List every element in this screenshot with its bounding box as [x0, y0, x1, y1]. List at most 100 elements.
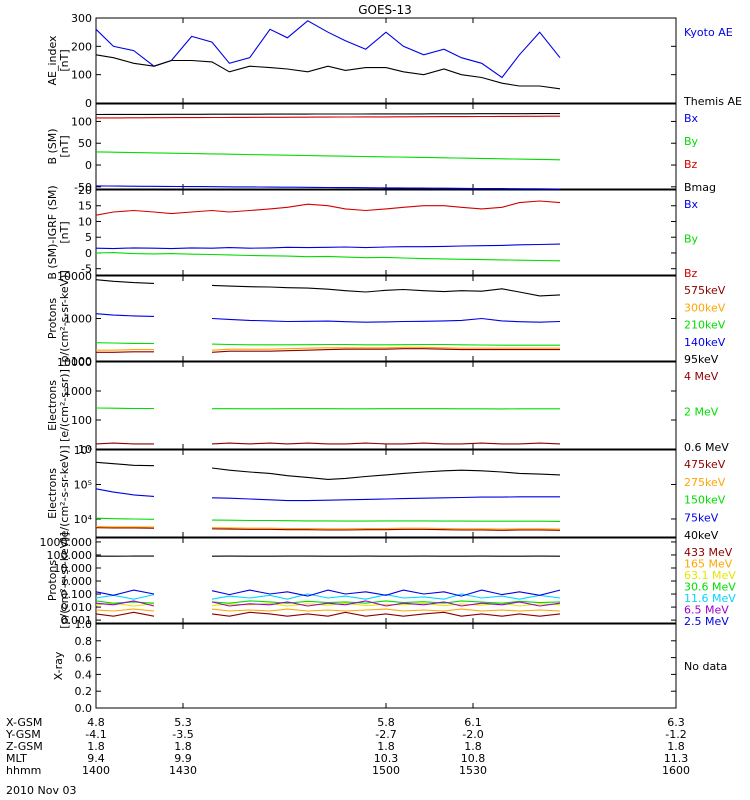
orbit-row-value: 1.8 [377, 740, 395, 753]
y-tick-label: 1000.000 [40, 536, 93, 549]
panel-frame [95, 189, 677, 276]
legend-label: By [684, 233, 699, 246]
series-line-bigrf-2 [95, 200, 561, 216]
series-line-electrons1-0 [95, 442, 154, 445]
series-line-hiprotons-4 [211, 593, 561, 600]
orbit-row-value: 1430 [169, 764, 197, 777]
series-line-hiprotons-6 [95, 589, 155, 596]
legend-label: 2.5 MeV [684, 615, 729, 628]
series-line-hiprotons-1 [211, 608, 561, 612]
series-line-electrons2-3 [211, 496, 560, 502]
y-tick-label: 10000 [57, 356, 92, 369]
y-tick-label: 10 [78, 443, 92, 456]
series-line-bigrf-0 [95, 243, 561, 250]
y-tick-label: 100 [71, 414, 92, 427]
legend-label: Bz [684, 267, 698, 280]
y-tick-label: -5 [81, 263, 92, 276]
panel-hiprotons: 0.0010.0100.1001.00010.000100.0001000.00… [40, 532, 737, 629]
orbit-row-value: 1500 [372, 764, 400, 777]
y-tick-label: 100 [71, 115, 92, 128]
legend-label: 165 MeV [684, 558, 733, 571]
series-line-ae-1 [95, 54, 561, 90]
legend-label: 0.6 MeV [684, 441, 729, 454]
legend-label: 140keV [684, 336, 726, 349]
y-tick-label: 0 [85, 97, 92, 110]
series-line-electrons2-0 [95, 527, 155, 529]
series-line-electrons2-1 [211, 527, 561, 530]
y-tick-label: 10.000 [54, 562, 93, 575]
orbit-row-value: 9.9 [174, 752, 192, 765]
legend-label: Bx [684, 198, 699, 211]
legend-label: 75keV [684, 511, 719, 524]
legend-label: 150keV [684, 494, 726, 507]
series-line-bsm-1 [95, 151, 561, 161]
legend-label: 300keV [684, 301, 726, 314]
orbit-row-value: 5.8 [377, 716, 395, 729]
series-line-hiprotons-0 [211, 611, 561, 617]
orbit-row-value: 1.8 [87, 740, 105, 753]
orbit-row-value: 1.8 [174, 740, 192, 753]
orbit-row-value: 9.4 [87, 752, 105, 765]
y-tick-label: 0.001 [61, 614, 93, 627]
orbit-row-value: 1530 [459, 764, 487, 777]
orbit-row-value: 5.3 [174, 716, 192, 729]
y-tick-label: 0.8 [75, 635, 93, 648]
legend-label: 95keV [684, 353, 719, 366]
series-line-electrons1-0 [211, 442, 561, 445]
legend-label: 2 MeV [684, 406, 719, 419]
series-line-protons-1 [211, 346, 560, 351]
orbit-row-value: 1.8 [667, 740, 685, 753]
orbit-row-label: Z-GSM [6, 740, 43, 753]
y-tick-label: 10000 [57, 270, 92, 283]
series-line-hiprotons-4 [95, 594, 155, 600]
y-tick-label: 15 [78, 200, 92, 213]
series-line-protons-2 [95, 342, 155, 345]
y-tick-label: 20 [78, 184, 92, 197]
panel-frame [95, 449, 677, 538]
legend-label: 575keV [684, 284, 726, 297]
y-tick-label: 0.0 [75, 702, 93, 715]
panel-frame [95, 623, 677, 709]
legend-label: 11.6 MeV [684, 592, 736, 605]
y-tick-label: 0 [85, 247, 92, 260]
panel-xray: 0.0 0.2 0.4 0.6 0.8 1.0 X-ray No data [52, 618, 727, 715]
y-tick-label: 100 [71, 355, 92, 368]
y-tick-label: 50 [78, 137, 92, 150]
y-axis-label: Electrons[e/(cm²-s-sr-keV)] [46, 445, 71, 541]
series-line-hiprotons-6 [211, 589, 561, 597]
legend-label: 475keV [684, 458, 726, 471]
y-tick-label: 1000 [64, 313, 92, 326]
orbit-row-value: -2.7 [375, 728, 396, 741]
orbit-row-value: 4.8 [87, 716, 105, 729]
legend-label: 6.5 MeV [684, 604, 729, 617]
orbit-row-value: -3.5 [172, 728, 193, 741]
series-line-bsm-0 [95, 185, 561, 190]
legend-label: By [684, 135, 699, 148]
series-line-hiprotons-0 [95, 611, 155, 617]
series-line-protons-0 [96, 351, 154, 353]
legend-label: 210keV [684, 319, 726, 332]
series-line-bsm-2 [96, 115, 560, 119]
y-axis-label: Protons[p/(cm²-s-sr-keV)] [46, 270, 71, 367]
series-line-protons-3 [211, 317, 561, 323]
y-tick-label: 100.000 [47, 549, 93, 562]
y-tick-label: 5 [85, 231, 92, 244]
legend-label: Kyoto AE [684, 26, 733, 39]
orbit-row-value: 10.8 [461, 752, 486, 765]
orbit-row-label: MLT [6, 752, 27, 765]
legend-label: Bmag [684, 181, 716, 194]
series-line-electrons2-1 [95, 526, 155, 528]
y-tick-label: 0.100 [61, 588, 93, 601]
legend-label: Themis AE [683, 95, 742, 108]
legend-label: 433 MeV [684, 546, 733, 559]
series-line-electrons2-3 [95, 488, 155, 497]
panel-frame [95, 537, 677, 624]
orbit-row-value: 6.3 [667, 716, 685, 729]
y-tick-label: 0.010 [61, 601, 93, 614]
y-axis-label: B (SM)-IGRF (SM)[nT] [46, 185, 71, 279]
series-line-bigrf-1 [95, 252, 561, 262]
y-tick-label: 0.4 [75, 668, 93, 681]
